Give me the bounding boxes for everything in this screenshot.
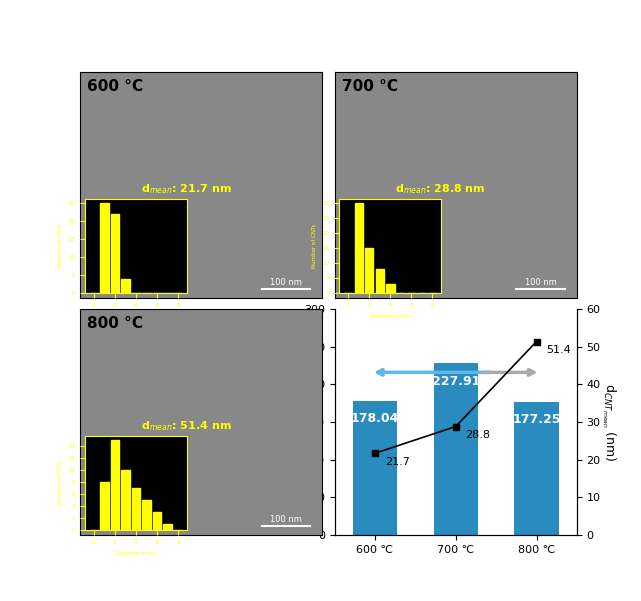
Text: 51.4: 51.4	[546, 345, 571, 355]
Bar	[433, 364, 478, 535]
Bar	[514, 401, 559, 535]
Text: 21.7: 21.7	[385, 457, 410, 467]
Text: 28.8: 28.8	[465, 430, 490, 441]
Text: d$_{mean}$: 51.4 nm: d$_{mean}$: 51.4 nm	[141, 419, 231, 433]
Y-axis label: Carbon yield (%): Carbon yield (%)	[285, 370, 298, 474]
Text: 227.91: 227.91	[431, 374, 480, 388]
Text: d$_{mean}$: 28.8 nm: d$_{mean}$: 28.8 nm	[395, 183, 486, 197]
Text: 100 nm: 100 nm	[524, 278, 556, 287]
Text: 100 nm: 100 nm	[270, 514, 302, 523]
Text: 178.04: 178.04	[351, 412, 399, 425]
Point	[451, 422, 461, 432]
Text: 100 nm: 100 nm	[270, 278, 302, 287]
Text: 700 °C: 700 °C	[342, 79, 398, 94]
Text: d$_{mean}$: 21.7 nm: d$_{mean}$: 21.7 nm	[141, 183, 231, 197]
Text: 600 °C: 600 °C	[87, 79, 144, 94]
Point	[370, 448, 380, 458]
Y-axis label: d$_{CNT_{mean}}$ (nm): d$_{CNT_{mean}}$ (nm)	[600, 383, 617, 462]
Text: 800 °C: 800 °C	[87, 316, 144, 331]
Bar	[353, 401, 397, 535]
Text: 177.25: 177.25	[512, 413, 561, 426]
Point	[531, 337, 542, 346]
